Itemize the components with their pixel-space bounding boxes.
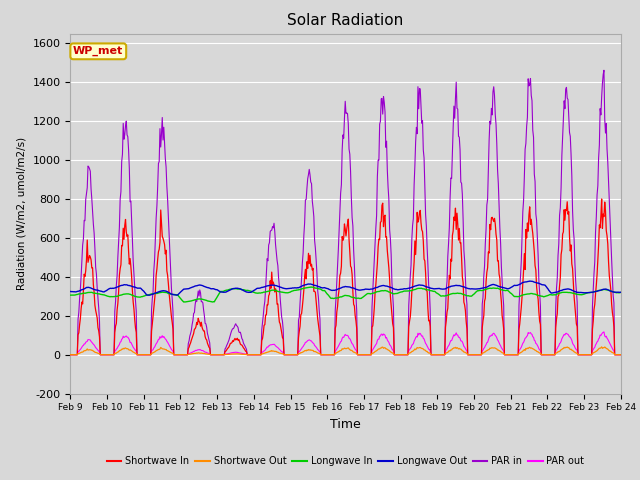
X-axis label: Time: Time — [330, 418, 361, 431]
Y-axis label: Radiation (W/m2, umol/m2/s): Radiation (W/m2, umol/m2/s) — [17, 137, 27, 290]
Text: WP_met: WP_met — [73, 46, 124, 57]
Title: Solar Radiation: Solar Radiation — [287, 13, 404, 28]
Legend: Shortwave In, Shortwave Out, Longwave In, Longwave Out, PAR in, PAR out: Shortwave In, Shortwave Out, Longwave In… — [103, 453, 588, 470]
